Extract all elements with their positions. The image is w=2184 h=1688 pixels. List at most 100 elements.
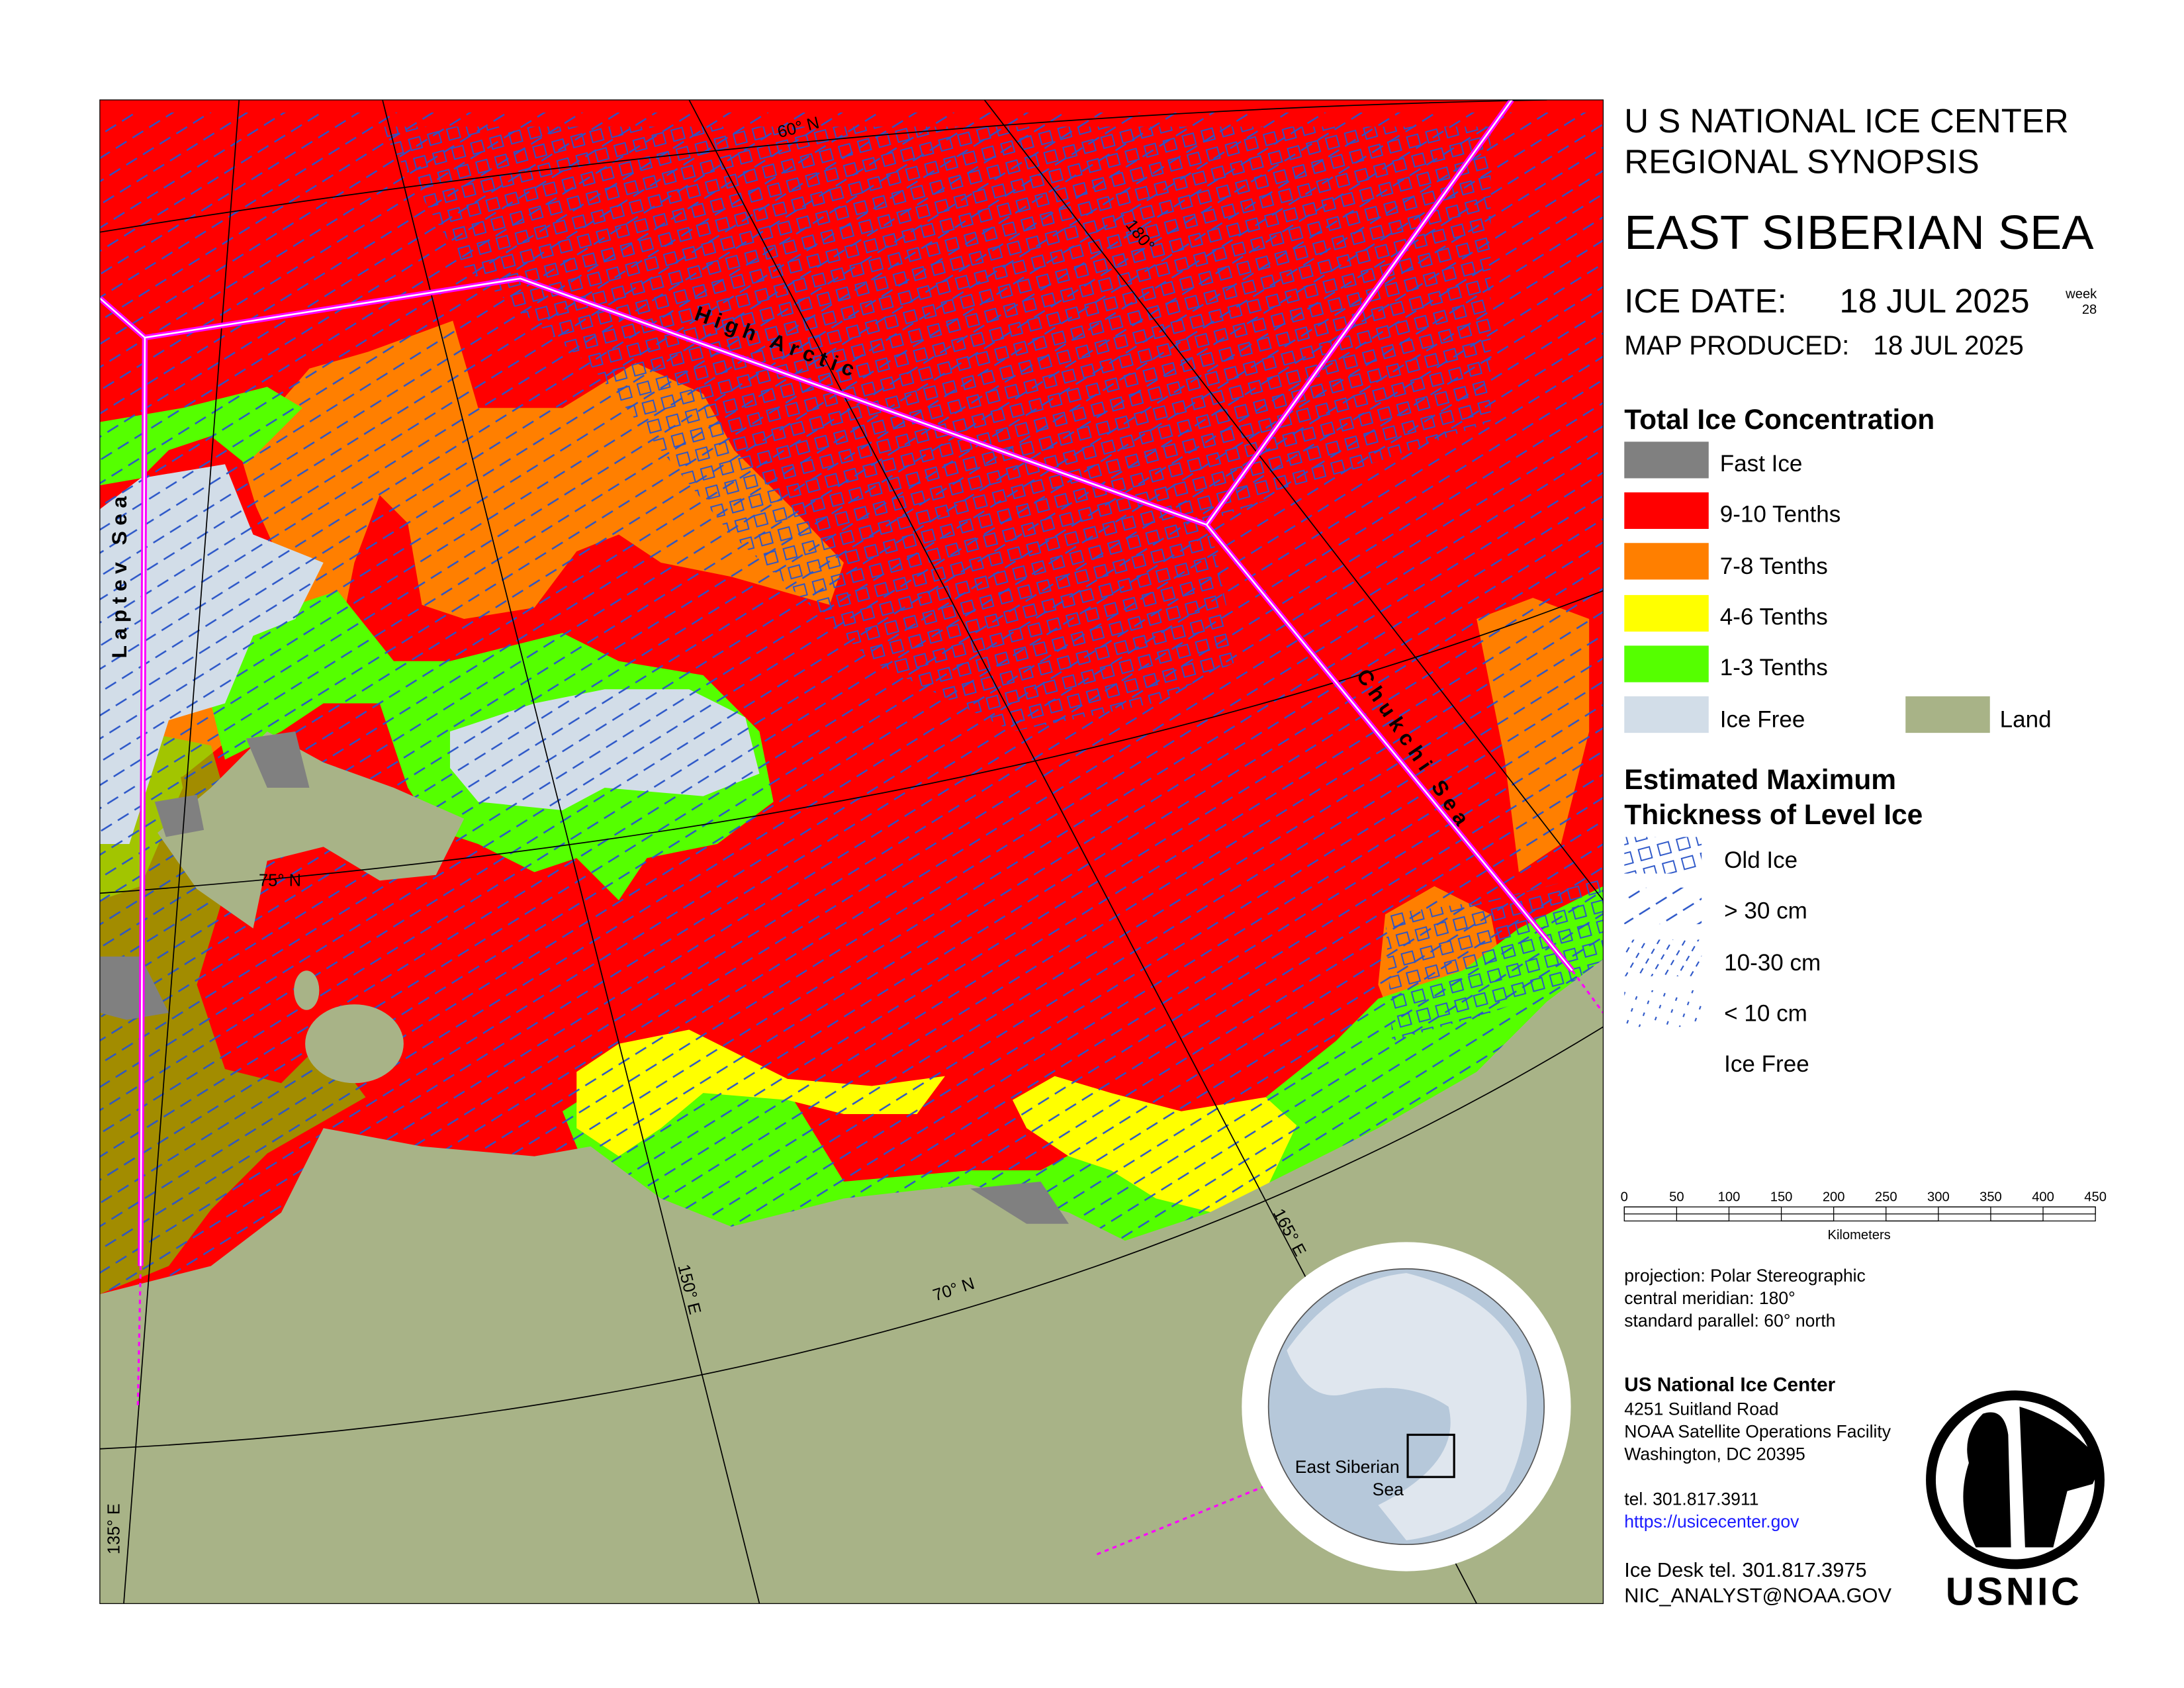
scale-segment	[1833, 1206, 1887, 1215]
scale-tick-label: 0	[1621, 1190, 1628, 1205]
swatch	[1624, 887, 1702, 925]
graticule-label: 75° N	[259, 872, 301, 890]
graticule	[99, 99, 1604, 1604]
title-block: U S NATIONAL ICE CENTER REGIONAL SYNOPSI…	[1624, 102, 2097, 361]
ice-date: 18 JUL 2025	[1839, 282, 2029, 320]
swatch	[1624, 990, 1702, 1027]
scale-tick-label: 50	[1669, 1190, 1684, 1205]
fast-ice	[99, 956, 169, 1020]
scale-tick-label: 200	[1823, 1190, 1845, 1205]
address-line: 4251 Suitland Road	[1624, 1399, 1778, 1419]
legend-title: Thickness of Level Ice	[1624, 800, 1923, 831]
locator-inset: East Siberian Sea	[1242, 1242, 1571, 1571]
scale-tick-label: 450	[2084, 1190, 2107, 1205]
legend-label: Ice Free	[1720, 707, 1805, 733]
scale-tick-label: 250	[1875, 1190, 1897, 1205]
website-link[interactable]: https://usicecenter.gov	[1624, 1512, 1799, 1532]
scale-segment	[1728, 1206, 1782, 1215]
logo-bear	[2019, 1406, 2103, 1548]
region-boundaries	[99, 99, 1604, 1556]
swatch	[1905, 696, 1990, 733]
scale-segment	[1886, 1213, 1939, 1222]
graticule-label: 135° E	[105, 1503, 124, 1554]
swatch	[1624, 837, 1702, 874]
contact-name: US National Ice Center	[1624, 1374, 1835, 1396]
legend-title: Total Ice Concentration	[1624, 404, 1934, 436]
legend-label: 4-6 Tenths	[1720, 604, 1828, 630]
ice-desk: Ice Desk tel. 301.817.3975	[1624, 1558, 1866, 1581]
ice-date-label: ICE DATE:	[1624, 282, 1787, 320]
product: REGIONAL SYNOPSIS	[1624, 142, 1979, 180]
legend-label: > 30 cm	[1724, 898, 1807, 924]
scale-unit: Kilometers	[1827, 1228, 1890, 1243]
inset-label: Sea	[1373, 1479, 1404, 1499]
map-frame	[99, 99, 1604, 1605]
meridian	[382, 99, 760, 1604]
swatch	[1624, 492, 1709, 530]
scale-segment	[1990, 1213, 2044, 1222]
inset-extent	[1406, 1433, 1455, 1478]
logo-penguin	[1963, 1412, 2011, 1548]
projection-line: projection: Polar Stereographic	[1624, 1266, 1866, 1286]
scale-segment	[1676, 1213, 1730, 1222]
inset-land	[1287, 1273, 1527, 1540]
meridian	[123, 99, 240, 1604]
scale-segment	[1780, 1213, 1835, 1222]
scale-tick-label: 350	[1979, 1190, 2002, 1205]
week: 28	[2082, 303, 2097, 317]
legend-label: Ice Free	[1724, 1051, 1809, 1077]
scale-tick-label: 150	[1770, 1190, 1793, 1205]
swatch	[1624, 696, 1709, 733]
swatch	[1624, 442, 1709, 479]
inset-label: East Siberian	[1295, 1457, 1400, 1477]
parallel	[99, 1026, 1604, 1450]
legend-label: < 10 cm	[1724, 1001, 1807, 1027]
old-ice	[1385, 872, 1604, 1041]
swatch	[1624, 939, 1702, 976]
map: High Arctic Chukchi Sea Laptev Sea 60° N…	[99, 99, 1604, 1604]
logo-ring	[1926, 1390, 2105, 1570]
telephone: tel. 301.817.3911	[1624, 1489, 1758, 1509]
parallel	[99, 590, 1604, 894]
produced-label: MAP PRODUCED:	[1624, 330, 1849, 361]
region-title: EAST SIBERIAN SEA	[1624, 207, 2094, 259]
legend-label: 1-3 Tenths	[1720, 655, 1828, 680]
land	[305, 1004, 404, 1084]
email: NIC_ANALYST@NOAA.GOV	[1624, 1583, 1891, 1607]
land	[157, 731, 465, 929]
scale-tick-label: 100	[1718, 1190, 1741, 1205]
parallel	[99, 99, 1547, 233]
legend-label: 10-30 cm	[1724, 950, 1821, 976]
swatch	[1624, 645, 1709, 682]
region-label: Laptev Sea	[107, 491, 131, 658]
scale-bar: Kilometers 0 50 100 150 200 250 300 350 400 450	[1621, 1190, 2107, 1243]
projection-line: standard parallel: 60° north	[1624, 1311, 1835, 1331]
logo-text: USNIC	[1946, 1570, 2082, 1614]
produced-date: 18 JUL 2025	[1873, 330, 2023, 361]
address-line: Washington, DC 20395	[1624, 1444, 1805, 1464]
swatch	[1624, 543, 1709, 580]
week-label: week	[2065, 287, 2097, 302]
scale-tick-label: 400	[2032, 1190, 2054, 1205]
legend-title: Estimated Maximum	[1624, 765, 1896, 796]
concentration-legend: Total Ice Concentration Fast Ice 9-10 Te…	[1624, 404, 2052, 733]
land	[294, 970, 320, 1010]
meridian	[983, 99, 1604, 901]
thickness-legend: Estimated Maximum Thickness of Level Ice…	[1624, 765, 1923, 1077]
legend-label: Land	[2000, 707, 2052, 733]
address-line: NOAA Satellite Operations Facility	[1624, 1422, 1891, 1442]
scale-segment	[2042, 1206, 2096, 1215]
projection-notes: projection: Polar Stereographic central …	[1624, 1266, 1866, 1331]
contact-block: US National Ice Center 4251 Suitland Roa…	[1624, 1374, 1891, 1607]
scale-tick-label: 300	[1927, 1190, 1950, 1205]
org: U S NATIONAL ICE CENTER	[1624, 102, 2068, 140]
projection-line: central meridian: 180°	[1624, 1288, 1796, 1308]
legend-label: 9-10 Tenths	[1720, 501, 1841, 527]
land	[99, 959, 1604, 1604]
boundary-core	[99, 99, 1573, 1266]
swatch	[1624, 594, 1709, 632]
usnic-logo: USNIC	[1926, 1390, 2105, 1614]
boundary-extension	[136, 970, 1604, 1556]
